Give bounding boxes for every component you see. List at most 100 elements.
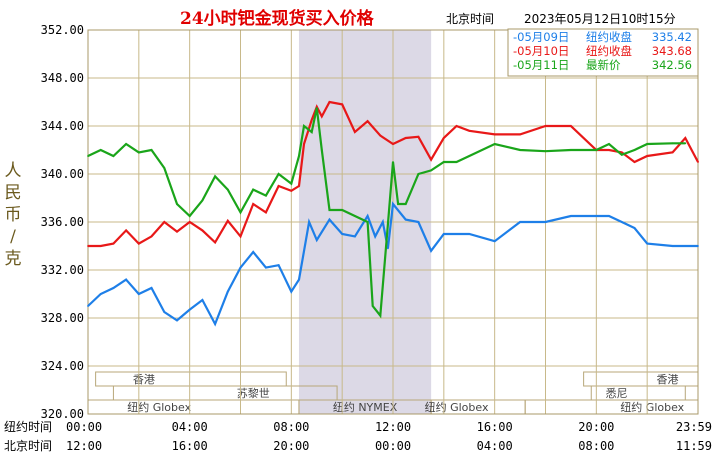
x-tick-bj: 04:00	[477, 439, 513, 453]
series-point-3	[137, 151, 140, 154]
series-point-1	[697, 245, 699, 247]
series-point-3	[354, 215, 356, 217]
series-point-1	[252, 251, 255, 253]
series-point-3	[226, 188, 229, 191]
legend-value: 335.42	[652, 30, 692, 44]
session-ny-globex-3-label: 纽约 Globex	[620, 400, 684, 414]
series-point-3	[392, 161, 394, 163]
x-tick-ny: 00:00	[66, 420, 102, 434]
y-tick-label: 328.00	[41, 311, 84, 325]
y-tick-label: 320.00	[41, 407, 84, 421]
y-axis-label-char: /	[10, 227, 16, 247]
series-point-1	[265, 266, 267, 269]
series-point-1	[417, 221, 420, 223]
x-tick-ny: 23:59	[676, 420, 712, 434]
series-point-2	[99, 245, 102, 247]
series-point-1	[150, 287, 153, 289]
series-point-1	[374, 235, 377, 238]
y-axis-label-char: 民	[5, 183, 22, 203]
series-point-1	[125, 278, 127, 281]
series-point-1	[176, 319, 178, 322]
series-point-2	[646, 155, 649, 157]
series-point-3	[387, 223, 389, 226]
series-point-3	[404, 203, 407, 205]
legend-box	[507, 28, 699, 77]
series-point-1	[646, 242, 649, 245]
series-point-3	[633, 149, 636, 151]
series-point-1	[137, 293, 140, 295]
legend-value: 343.68	[652, 44, 692, 58]
x-tick-bj: 20:00	[273, 439, 309, 453]
series-point-2	[493, 133, 496, 136]
series-point-2	[354, 131, 356, 133]
series-point-1	[608, 215, 610, 217]
series-point-2	[226, 219, 229, 222]
series-point-3	[468, 155, 471, 157]
legend-label: 最新价	[586, 58, 621, 72]
series-point-3	[595, 149, 598, 151]
series-point-1	[112, 287, 115, 289]
session-hongkong-2-label: 香港	[657, 373, 679, 386]
series-point-1	[308, 221, 310, 223]
series-line-2	[88, 100, 699, 248]
series-point-3	[315, 107, 318, 109]
series-point-3	[150, 149, 153, 151]
series-point-1	[290, 290, 293, 293]
series-point-2	[328, 101, 331, 103]
y-axis-label-char: 人	[5, 161, 22, 181]
y-tick-label: 340.00	[41, 167, 84, 181]
series-point-3	[519, 149, 521, 151]
series-point-3	[341, 209, 344, 211]
series-point-1	[633, 227, 636, 229]
series-point-3	[265, 194, 267, 197]
series-point-1	[366, 215, 369, 217]
series-point-3	[214, 175, 217, 178]
series-point-3	[379, 314, 382, 317]
session-ny-globex-2-label: 纽约 Globex	[425, 400, 489, 414]
session-ny-nymex-label: 纽约 NYMEX	[333, 400, 398, 414]
series-point-2	[392, 143, 394, 145]
series-point-3	[608, 143, 610, 145]
series-point-3	[493, 143, 496, 145]
bj-time-row-label: 北京时间	[4, 439, 52, 453]
series-point-1	[519, 221, 521, 223]
series-point-3	[290, 182, 293, 185]
legend-value: 342.56	[652, 58, 692, 72]
x-tick-bj: 12:00	[66, 439, 102, 453]
series-point-1	[468, 233, 471, 235]
series-point-2	[544, 125, 547, 127]
series-point-1	[163, 311, 166, 313]
series-point-2	[519, 133, 521, 136]
series-point-3	[671, 142, 674, 145]
series-point-3	[397, 203, 399, 205]
x-tick-bj: 11:59	[676, 439, 712, 453]
legend: -05月09日 纽约收盘 335.42-05月10日 纽约收盘 343.68-05月11…	[507, 28, 699, 77]
y-tick-labels: 352.00 348.00 344.00 340.00 336.00 332.00 328.…	[41, 23, 84, 421]
series-point-1	[341, 233, 344, 235]
series-point-1	[354, 235, 356, 238]
series-point-2	[366, 120, 369, 123]
series-point-3	[371, 305, 374, 307]
series-point-1	[87, 305, 89, 307]
series-line-3	[87, 107, 686, 319]
x-tick-bj: 00:00	[375, 439, 411, 453]
legend-label: 纽约收盘	[586, 44, 632, 58]
series-point-2	[150, 235, 153, 238]
series-point-1	[226, 290, 229, 293]
series-point-3	[112, 155, 115, 157]
series-point-1	[239, 266, 242, 269]
session-sydney-label: 悉尼	[606, 387, 628, 400]
series-point-2	[608, 149, 610, 151]
series-point-2	[379, 134, 382, 137]
series-point-3	[455, 161, 458, 163]
series-point-3	[310, 131, 313, 133]
series-point-1	[277, 264, 280, 267]
series-point-3	[320, 149, 323, 151]
series-point-3	[188, 215, 191, 217]
series-point-1	[404, 218, 407, 221]
series-point-3	[544, 150, 547, 153]
x-tick-bj: 16:00	[172, 439, 208, 453]
series-point-2	[620, 151, 623, 154]
series-point-2	[468, 129, 471, 132]
